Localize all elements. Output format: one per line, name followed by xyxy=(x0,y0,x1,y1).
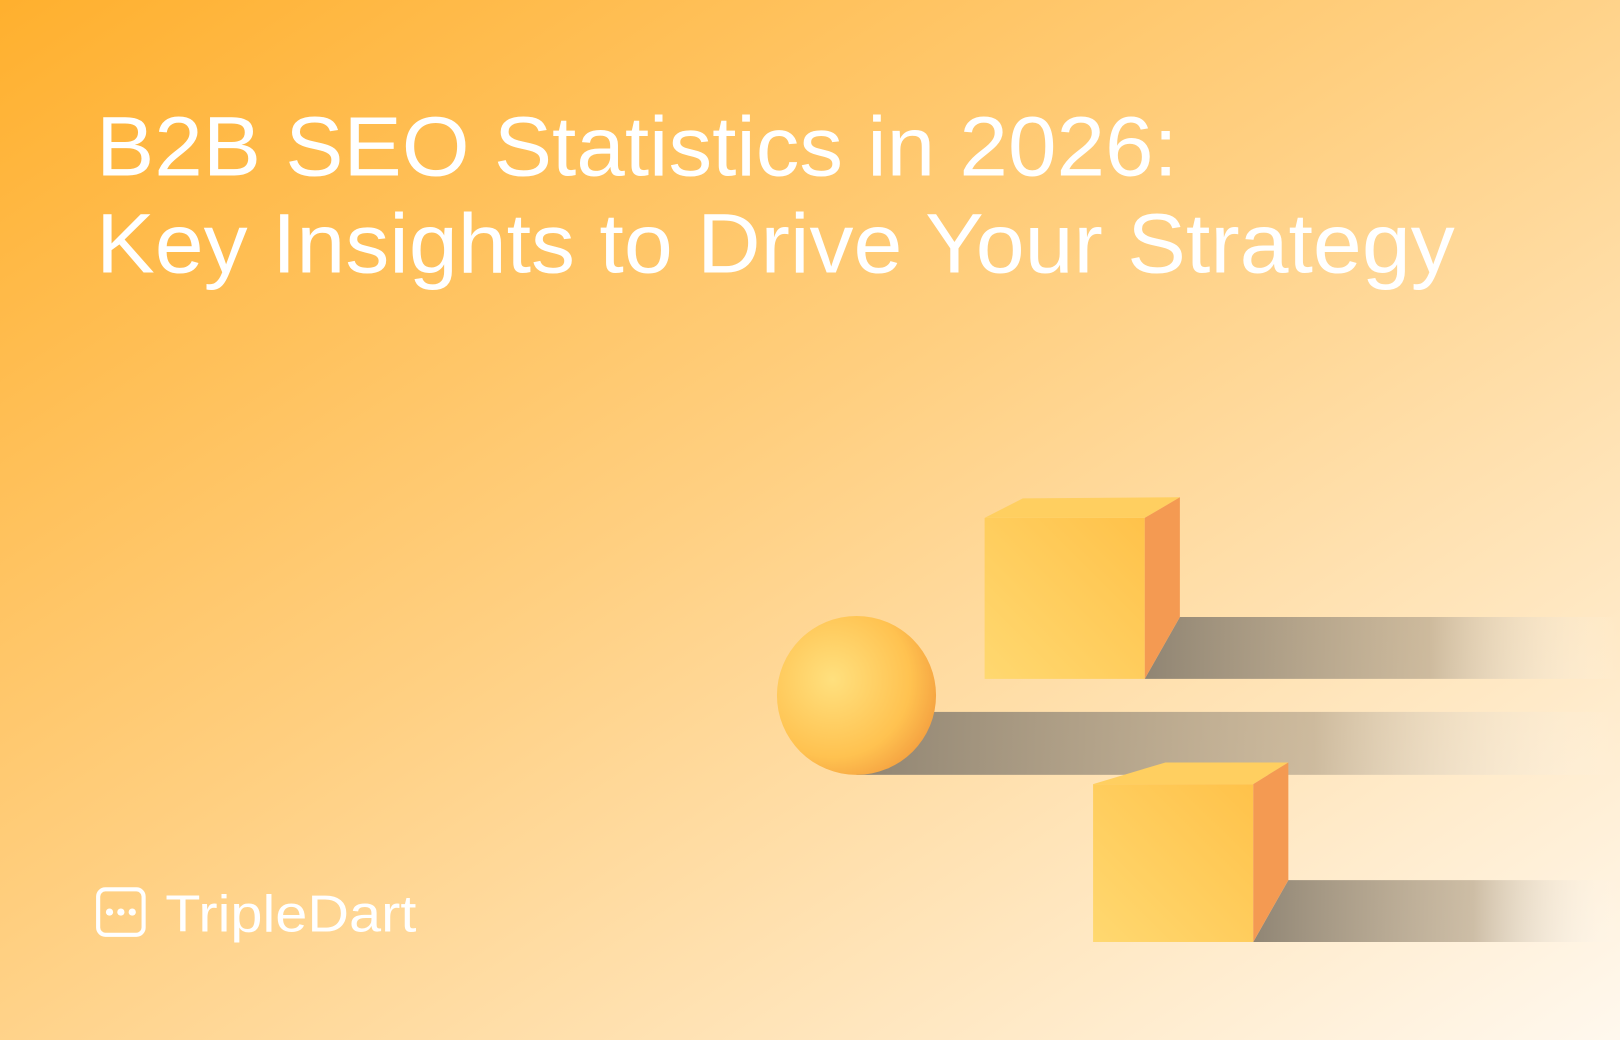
shadow xyxy=(1253,880,1620,942)
cube-front xyxy=(1093,784,1254,942)
shadow xyxy=(1144,616,1620,679)
cube-front xyxy=(984,517,1145,679)
cube-top xyxy=(1093,762,1289,785)
title-line: Key Insights to Drive Your Strategy xyxy=(96,195,1455,290)
cube-side xyxy=(1253,762,1289,942)
brand-logo xyxy=(96,887,146,937)
cube-top xyxy=(984,497,1180,518)
brand-name: TripleDart xyxy=(165,885,416,943)
cube-side xyxy=(1144,497,1180,679)
sphere xyxy=(776,615,937,775)
title-line: B2B SEO Statistics in 2026: xyxy=(96,98,1178,193)
